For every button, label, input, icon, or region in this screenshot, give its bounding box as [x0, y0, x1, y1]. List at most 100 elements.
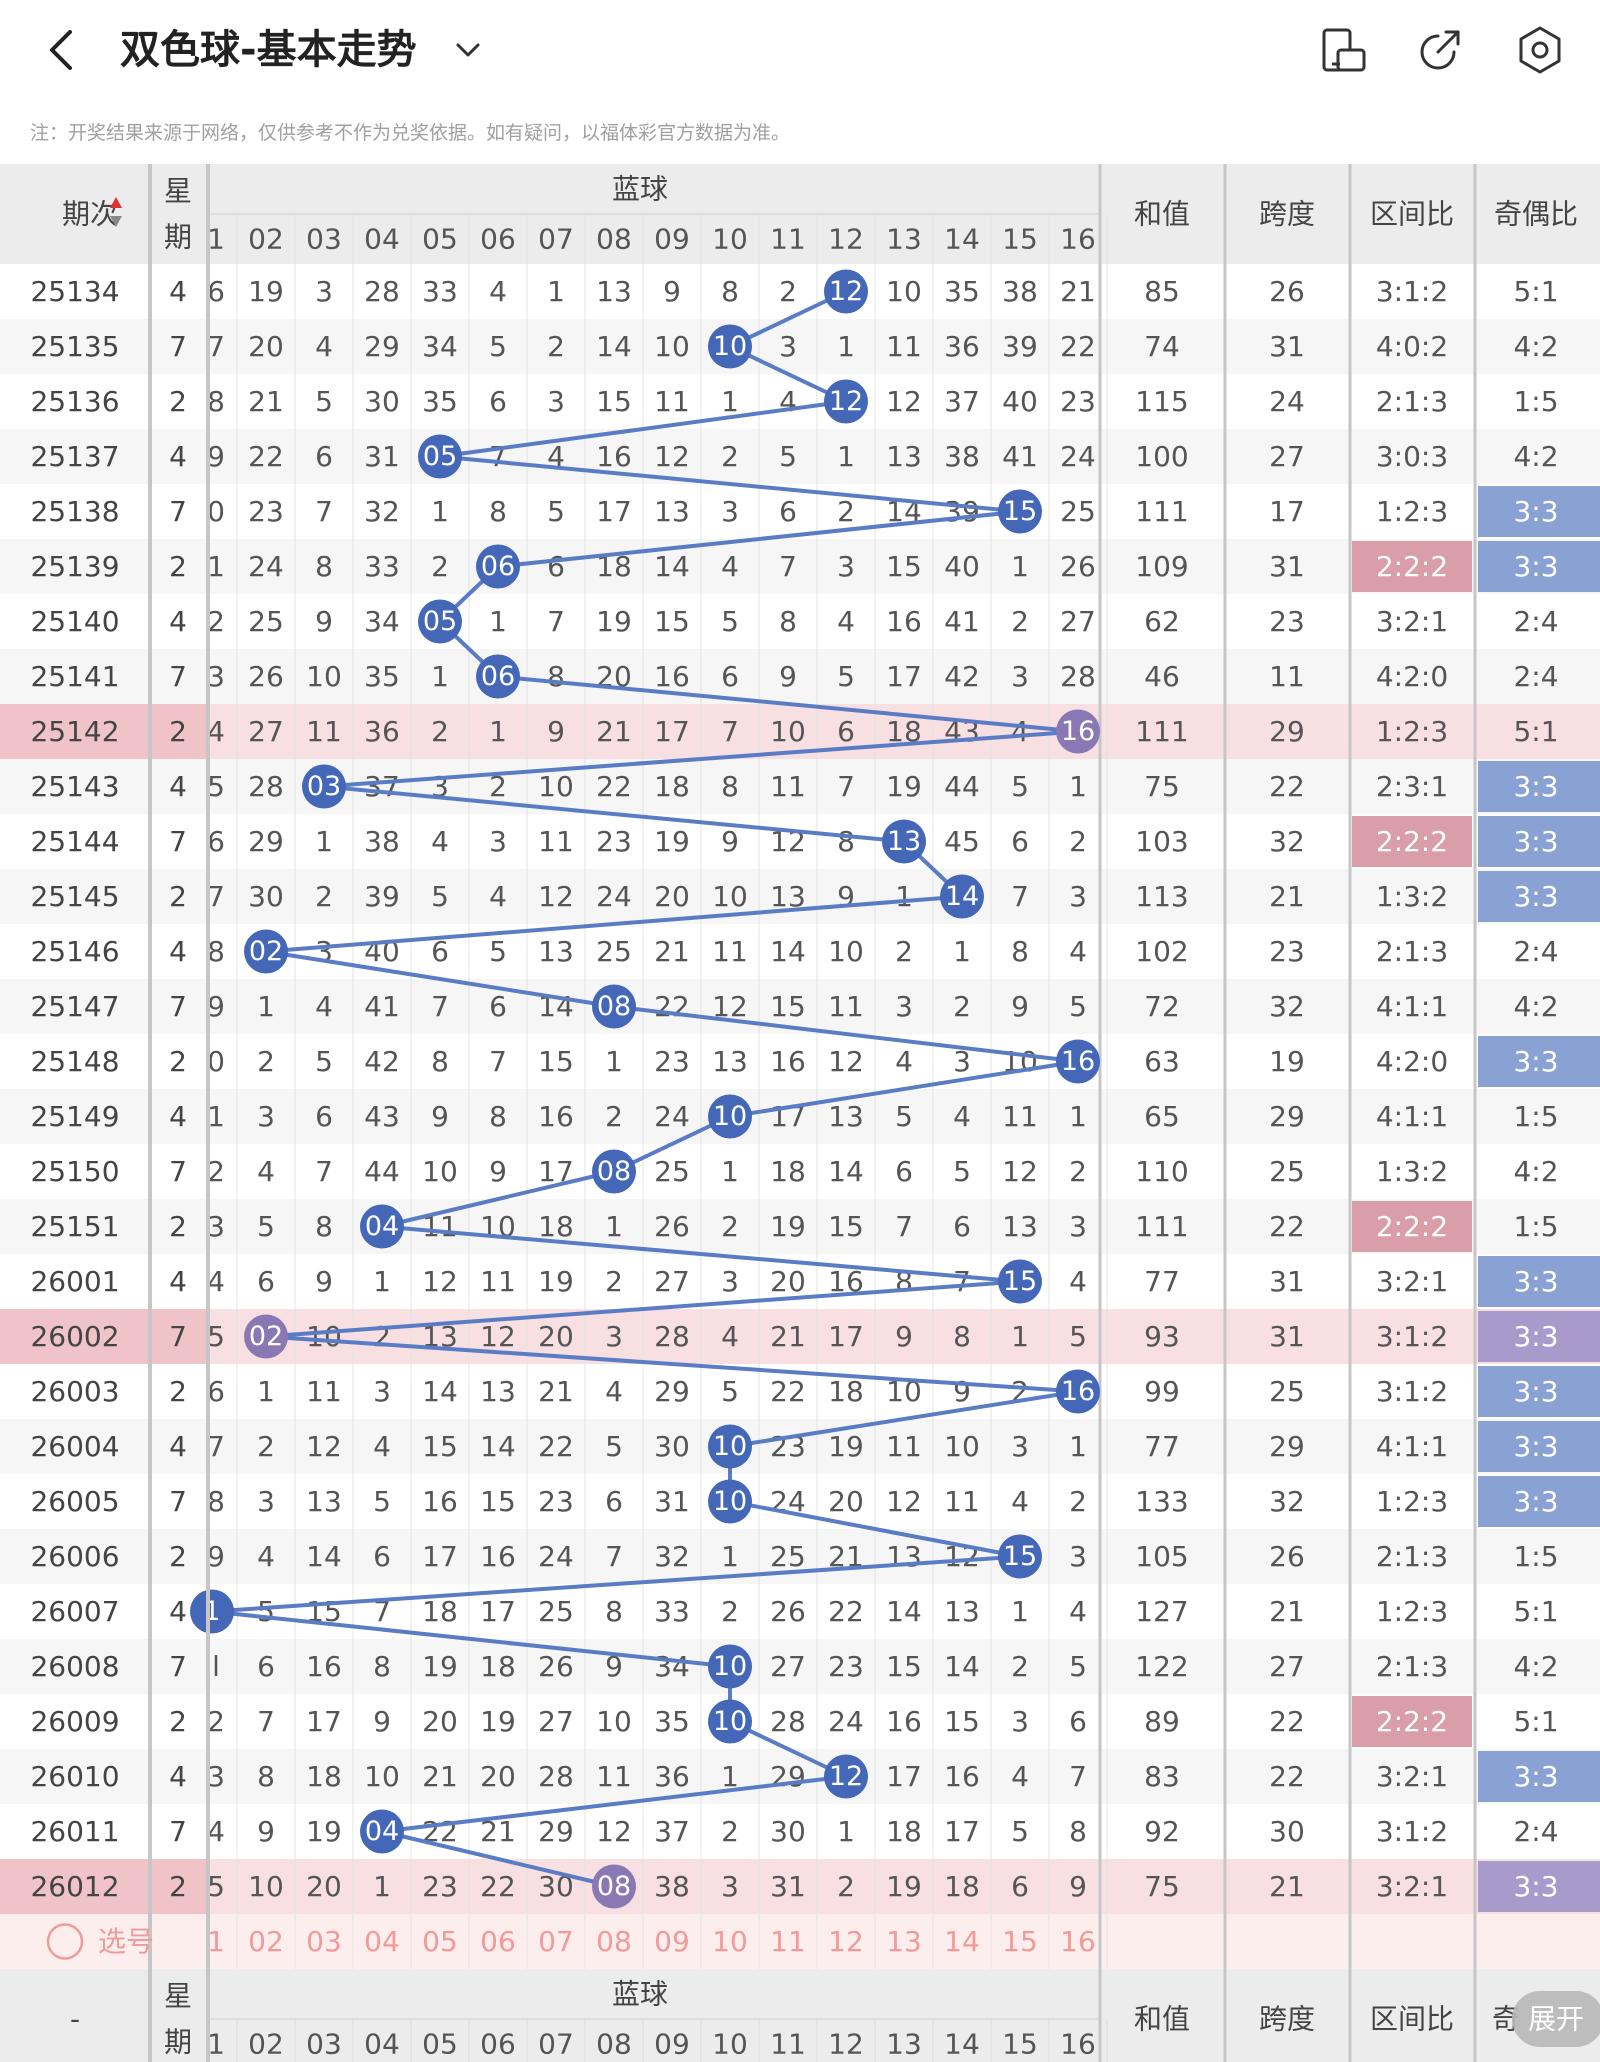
- select-ball-option[interactable]: 14: [944, 1925, 980, 1958]
- settings-icon[interactable]: [1514, 24, 1566, 76]
- odd-even-cell: 3:3: [1513, 1320, 1558, 1353]
- blue-ball-number: 13: [887, 826, 921, 857]
- sort-down-icon[interactable]: [110, 216, 122, 227]
- miss-count-cell: 13: [712, 1045, 748, 1078]
- miss-count-cell: 15: [538, 1045, 574, 1078]
- miss-count-cell: 8: [489, 495, 507, 528]
- miss-count-cell: 2: [1069, 1155, 1087, 1188]
- page-title[interactable]: 双色球-基本走势: [120, 27, 417, 73]
- partial-column-cell: 7: [207, 880, 225, 913]
- row-highlight-left: [0, 1309, 208, 1364]
- miss-count-cell: 6: [431, 935, 449, 968]
- miss-count-cell: 5: [721, 1375, 739, 1408]
- weekday-cell: 7: [169, 825, 187, 858]
- sum-cell: 92: [1144, 1815, 1180, 1848]
- span-cell: 31: [1269, 1265, 1305, 1298]
- miss-count-cell: 6: [1069, 1705, 1087, 1738]
- sort-icon[interactable]: [110, 197, 122, 227]
- miss-count-cell: 32: [654, 1540, 690, 1573]
- miss-count-cell: 15: [944, 1705, 980, 1738]
- expand-button-label[interactable]: 展开: [1528, 2003, 1584, 2036]
- sum-cell: 75: [1144, 770, 1180, 803]
- expand-button[interactable]: 展开: [1512, 1991, 1600, 2047]
- miss-count-cell: 4: [431, 825, 449, 858]
- span-cell: 22: [1269, 770, 1305, 803]
- select-ball-option[interactable]: 02: [248, 1925, 284, 1958]
- span-cell: 32: [1269, 825, 1305, 858]
- miss-count-cell: 44: [944, 770, 980, 803]
- weekday-cell: 7: [169, 660, 187, 693]
- miss-count-cell: 18: [886, 1815, 922, 1848]
- share-icon[interactable]: [1414, 24, 1466, 76]
- blue-ball-number: 05: [423, 441, 457, 472]
- select-ball-option[interactable]: 12: [828, 1925, 864, 1958]
- miss-count-cell: 1: [1011, 1320, 1029, 1353]
- select-ball-option[interactable]: 13: [886, 1925, 922, 1958]
- miss-count-cell: 19: [306, 1815, 342, 1848]
- blue-ball: 08: [592, 1864, 636, 1909]
- blue-ball: 10: [708, 1479, 752, 1524]
- miss-count-cell: 4: [1011, 1760, 1029, 1793]
- select-circle-icon[interactable]: [46, 1923, 84, 1960]
- miss-count-cell: 11: [306, 715, 342, 748]
- select-ball-option[interactable]: 07: [538, 1925, 574, 1958]
- miss-count-cell: 16: [306, 1650, 342, 1683]
- select-ball-option[interactable]: 16: [1060, 1925, 1096, 1958]
- blue-ball-circle: [1056, 709, 1100, 754]
- odd-even-highlight: [1478, 1421, 1600, 1472]
- miss-count-cell: 22: [1060, 330, 1096, 363]
- chevron-down-icon[interactable]: [448, 30, 488, 70]
- miss-count-cell: 41: [944, 605, 980, 638]
- select-ball-option[interactable]: 09: [654, 1925, 690, 1958]
- select-ball-option[interactable]: 06: [480, 1925, 516, 1958]
- partial-column-cell: 9: [207, 440, 225, 473]
- span-cell: 30: [1269, 1815, 1305, 1848]
- select-ball-option[interactable]: 15: [1002, 1925, 1038, 1958]
- miss-count-cell: 13: [828, 1100, 864, 1133]
- miss-count-cell: 2: [721, 440, 739, 473]
- blue-ball-number: 12: [829, 276, 863, 307]
- span-cell: 25: [1269, 1375, 1305, 1408]
- miss-count-cell: 3: [721, 1265, 739, 1298]
- select-ball-option[interactable]: 03: [306, 1925, 342, 1958]
- miss-count-cell: 4: [953, 1100, 971, 1133]
- miss-count-cell: 9: [547, 715, 565, 748]
- expand-button-bg[interactable]: [1512, 1991, 1600, 2047]
- select-number-button[interactable]: 选号: [46, 1923, 154, 1960]
- table-row: [0, 1089, 1600, 1144]
- phone-rotate-icon[interactable]: [1318, 24, 1370, 76]
- sort-up-icon[interactable]: [110, 197, 122, 208]
- weekday-cell: 2: [169, 1705, 187, 1738]
- miss-count-cell: 12: [596, 1815, 632, 1848]
- odd-even-highlight: [1478, 1256, 1600, 1307]
- odd-even-highlight: [1478, 1366, 1600, 1417]
- sum-cell: 111: [1135, 1210, 1188, 1243]
- zone-ratio-cell: 1:3:2: [1376, 1155, 1448, 1188]
- miss-count-cell: 10: [944, 1430, 980, 1463]
- blue-ball-number: 16: [1061, 716, 1095, 747]
- select-ball-option[interactable]: 04: [364, 1925, 400, 1958]
- miss-count-cell: 3: [1069, 880, 1087, 913]
- select-ball-option[interactable]: 08: [596, 1925, 632, 1958]
- miss-count-cell: 19: [828, 1430, 864, 1463]
- select-ball-option[interactable]: 10: [712, 1925, 748, 1958]
- miss-count-cell: 35: [654, 1705, 690, 1738]
- partial-column-cell: 3: [207, 660, 225, 693]
- select-ball-option[interactable]: 05: [422, 1925, 458, 1958]
- back-arrow-icon[interactable]: [38, 22, 88, 78]
- span-cell: 23: [1269, 605, 1305, 638]
- blue-ball-circle: [418, 434, 462, 479]
- miss-count-cell: 10: [248, 1870, 284, 1903]
- select-label[interactable]: 选号: [98, 1925, 154, 1958]
- odd-even-cell: 2:4: [1513, 1815, 1558, 1848]
- blue-ball-circle: [476, 544, 520, 589]
- table-row: [0, 814, 1600, 869]
- partial-column-cell: 8: [207, 385, 225, 418]
- miss-count-cell: 9: [953, 1375, 971, 1408]
- weekday-cell: 7: [169, 495, 187, 528]
- miss-count-cell: 1: [721, 1760, 739, 1793]
- miss-count-cell: 31: [654, 1485, 690, 1518]
- miss-count-cell: 28: [538, 1760, 574, 1793]
- select-ball-option[interactable]: 11: [770, 1925, 806, 1958]
- blue-ball-number: 12: [829, 1761, 863, 1792]
